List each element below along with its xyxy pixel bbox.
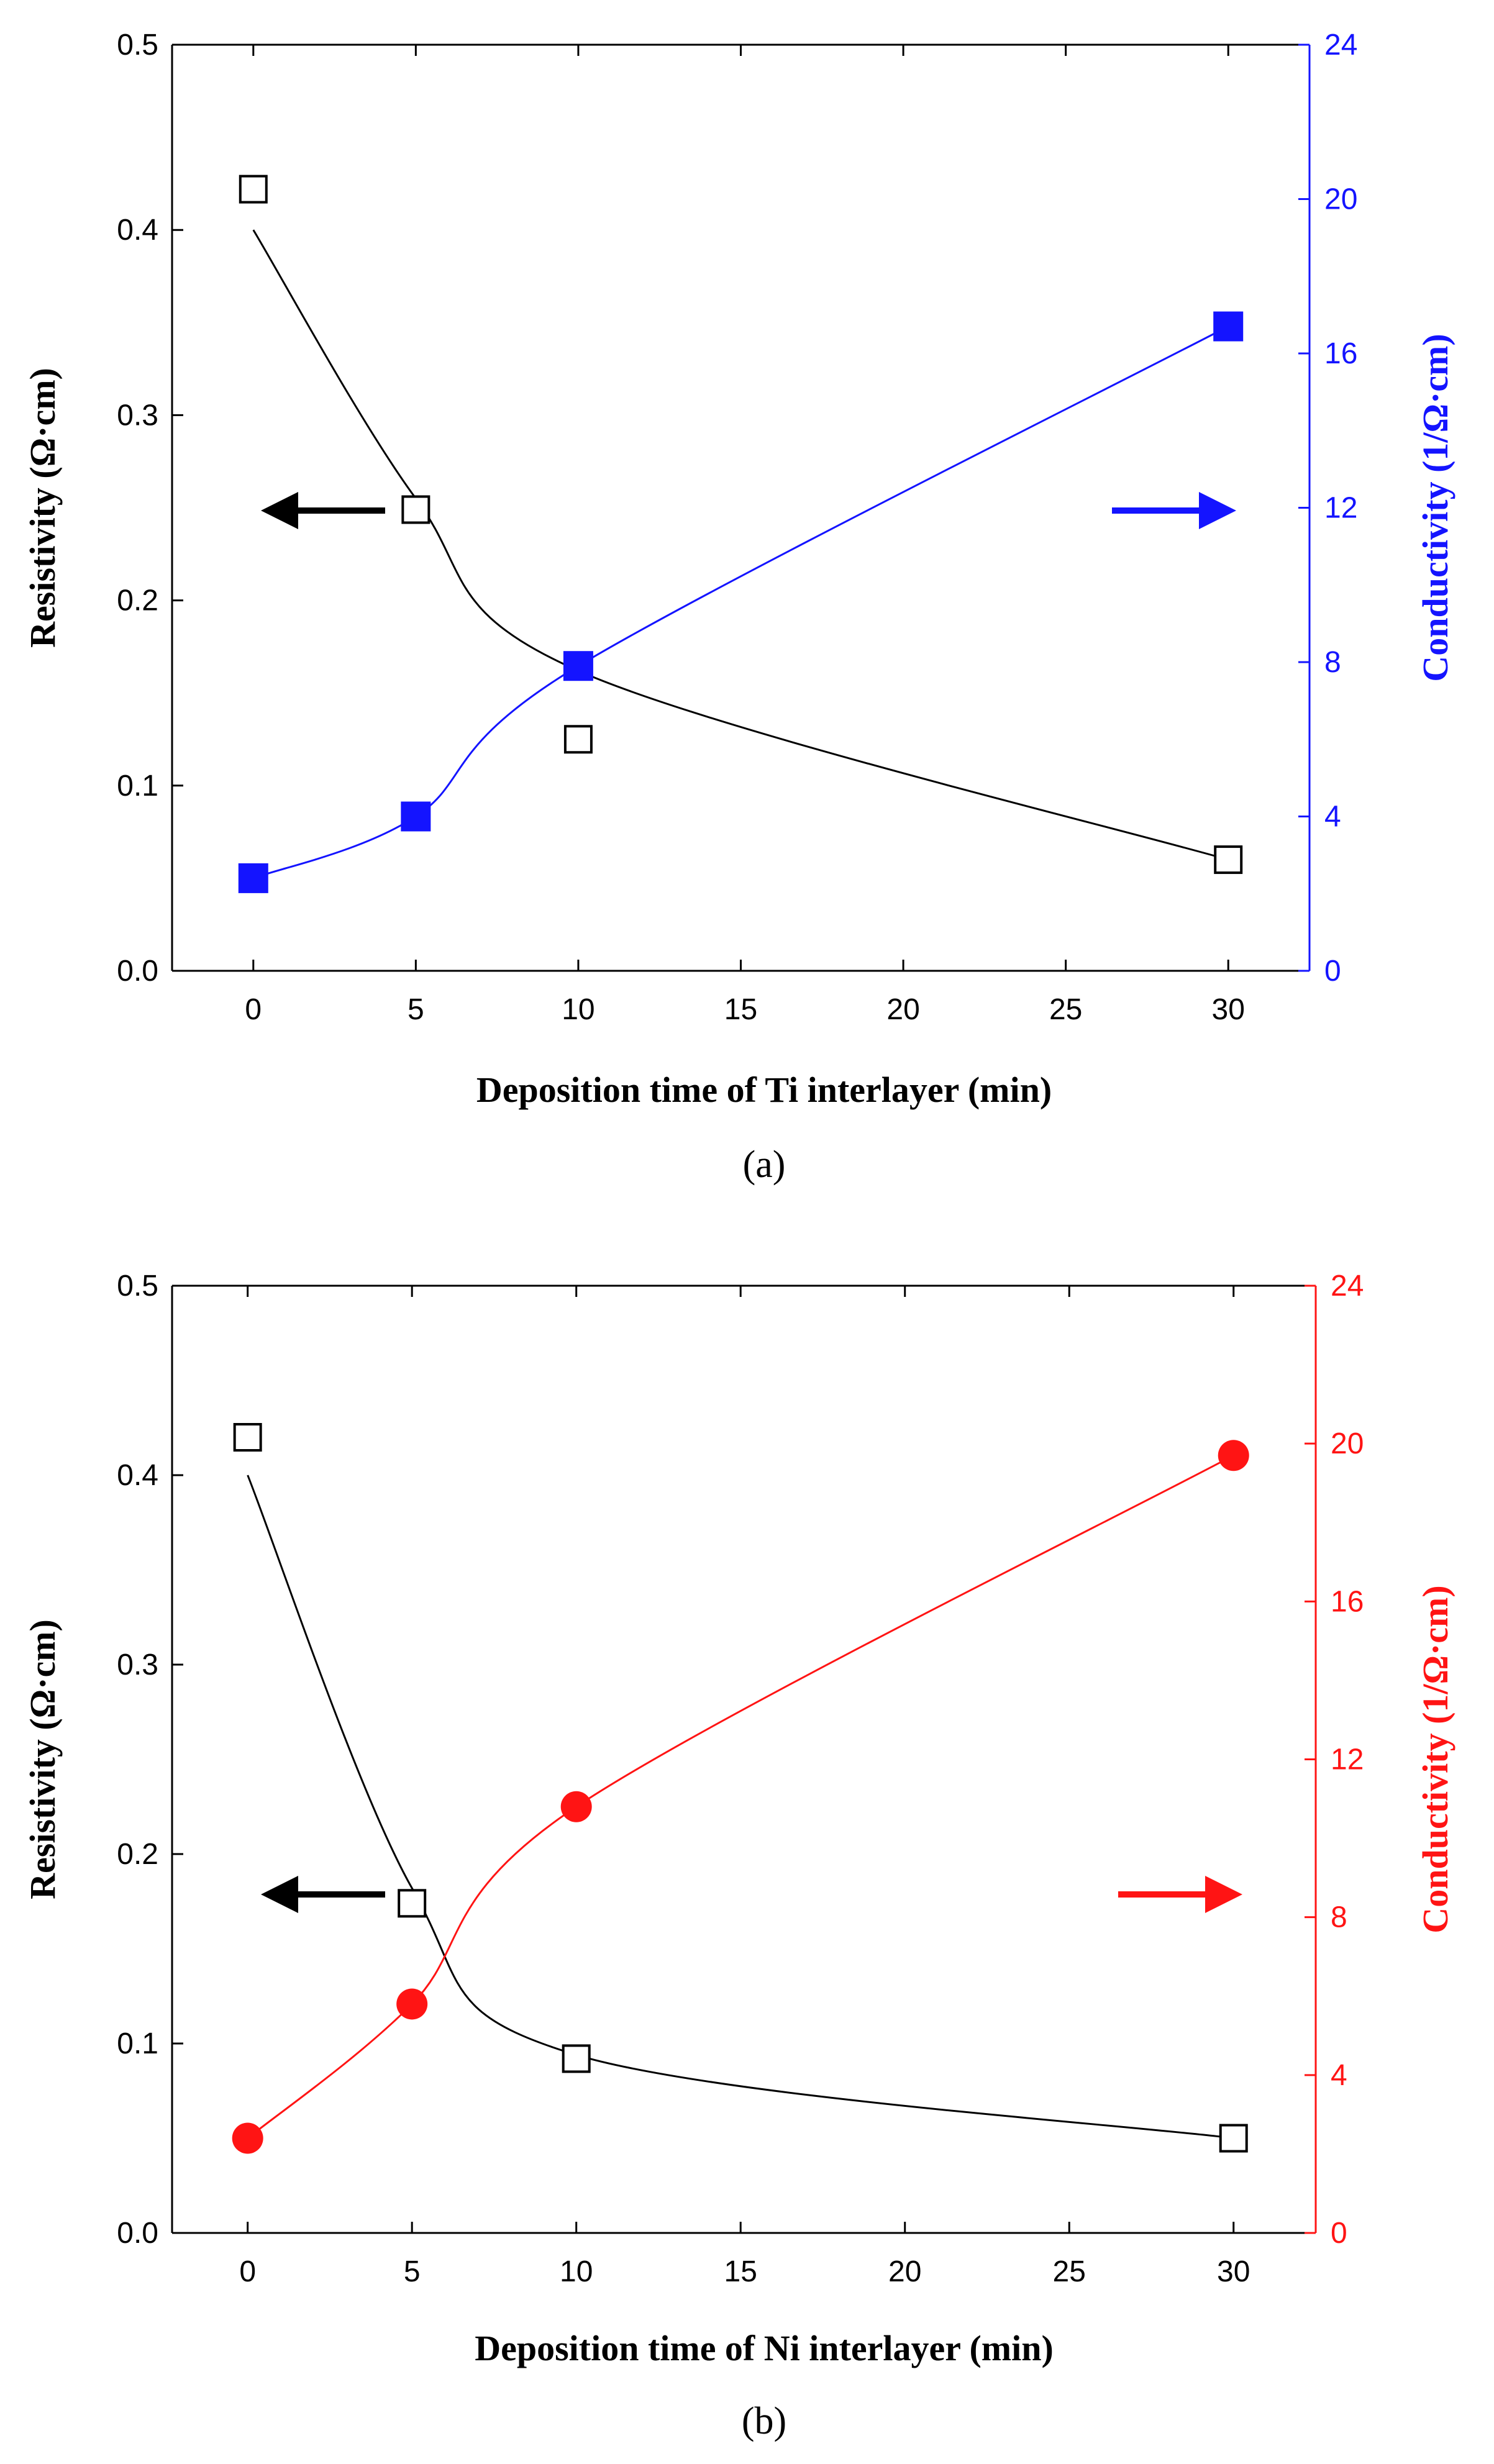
y-tick-label: 0.0 (117, 2217, 158, 2250)
y2-tick-label: 20 (1324, 183, 1357, 216)
x-tick-label: 20 (886, 993, 919, 1026)
resistivity-point (239, 175, 268, 204)
conductivity-point (232, 2122, 263, 2154)
conductivity-point (563, 651, 593, 681)
y2-tick-label: 16 (1331, 1585, 1364, 1618)
resistivity-point (401, 495, 430, 524)
y2-tick-label: 4 (1331, 2059, 1347, 2092)
x-tick-label: 10 (562, 993, 594, 1026)
y-axis-title: Resistivity (Ω·cm) (22, 1619, 63, 1899)
y-tick-label: 0.3 (117, 399, 158, 432)
y-tick-label: 0.4 (117, 1459, 158, 1492)
y2-tick-label: 8 (1324, 646, 1341, 679)
x-tick-label: 15 (724, 993, 757, 1026)
x-tick-label: 20 (888, 2255, 921, 2288)
y-tick-label: 0.4 (117, 214, 158, 247)
x-axis-title: Deposition time of Ti interlayer (min) (476, 1070, 1052, 1110)
resistivity-point (1214, 845, 1243, 875)
conductivity-line (247, 1454, 1234, 2139)
y-tick-label: 0.2 (117, 1838, 158, 1871)
x-tick-label: 15 (724, 2255, 757, 2288)
y-tick-label: 0.3 (117, 1648, 158, 1681)
y-tick-label: 0.0 (117, 955, 158, 988)
arrow-right-icon (1205, 1876, 1242, 1913)
y2-tick-label: 4 (1324, 801, 1341, 834)
conductivity-point (1218, 1440, 1249, 1471)
panel-label: (b) (742, 2400, 786, 2442)
y2-tick-label: 0 (1331, 2217, 1347, 2250)
y-tick-label: 0.1 (117, 770, 158, 802)
y2-tick-label: 24 (1324, 29, 1357, 61)
chart-panel-2: 0 5 10 15 20 25 30 0.0 0.1 0.2 0.3 0.4 0.5 0 4 8 12 16 20 2… (22, 1270, 1455, 2442)
conductivity-point (560, 1791, 592, 1822)
x-tick-label: 5 (408, 993, 424, 1026)
y2-axis-title: Conductivity (1/Ω·cm) (1415, 1585, 1455, 1933)
conductivity-line (253, 325, 1229, 880)
conductivity-point (238, 863, 268, 893)
y-tick-label: 0.5 (117, 29, 158, 61)
y2-tick-label: 8 (1331, 1901, 1347, 1934)
x-tick-label: 0 (239, 2255, 256, 2288)
arrow-right-icon (1199, 492, 1236, 529)
y-tick-label: 0.5 (117, 1270, 158, 1302)
y2-tick-label: 20 (1331, 1427, 1364, 1460)
y2-tick-label: 12 (1331, 1743, 1364, 1776)
resistivity-fit-line (247, 1475, 1234, 2139)
arrow-left-icon (261, 492, 298, 529)
y-axis-title: Resistivity (Ω·cm) (22, 368, 63, 648)
panel-label: (a) (743, 1143, 786, 1186)
x-tick-label: 30 (1212, 993, 1245, 1026)
x-tick-label: 25 (1053, 2255, 1086, 2288)
chart-panel-1: 0 5 10 15 20 25 30 0.0 0.1 0.2 0.3 0.4 0.5 0 4 8 12 16 20 2… (22, 29, 1455, 1186)
resistivity-point (562, 2044, 591, 2073)
x-axis-title: Deposition time of Ni interlayer (min) (475, 2328, 1054, 2368)
resistivity-point (233, 1423, 262, 1452)
x-tick-label: 25 (1049, 993, 1082, 1026)
arrow-left-icon (261, 1876, 298, 1913)
conductivity-point (396, 1988, 428, 2020)
conductivity-point (401, 801, 431, 832)
y-tick-label: 0.2 (117, 584, 158, 617)
x-tick-label: 30 (1217, 2255, 1250, 2288)
y2-tick-label: 16 (1324, 337, 1357, 370)
y2-tick-label: 24 (1331, 1270, 1364, 1302)
conductivity-point (1213, 311, 1244, 342)
y2-tick-label: 0 (1324, 955, 1341, 988)
x-tick-label: 0 (245, 993, 262, 1026)
y2-tick-label: 12 (1324, 492, 1357, 525)
x-tick-label: 5 (404, 2255, 421, 2288)
y2-axis-title: Conductivity (1/Ω·cm) (1415, 334, 1455, 681)
y-tick-label: 0.1 (117, 2027, 158, 2060)
x-tick-label: 10 (560, 2255, 593, 2288)
resistivity-fit-line (252, 229, 1229, 861)
resistivity-point (563, 725, 593, 754)
resistivity-point (398, 1889, 427, 1918)
resistivity-point (1219, 2124, 1248, 2153)
